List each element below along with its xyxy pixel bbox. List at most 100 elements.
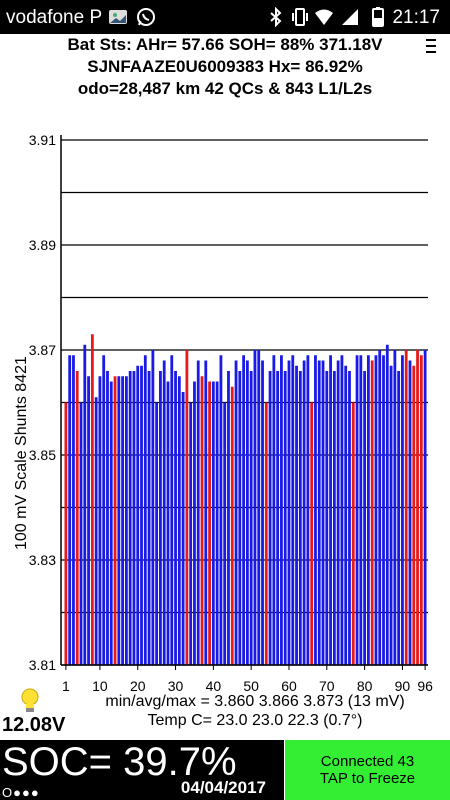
cell-bar xyxy=(219,355,223,665)
cell-bar xyxy=(419,355,423,665)
cell-bar xyxy=(113,376,117,665)
min-avg-max-line: min/avg/max = 3.860 3.866 3.873 (13 mV) xyxy=(105,693,405,710)
temperature-line: Temp C= 23.0 23.0 22.3 (0.7°) xyxy=(147,712,363,729)
cell-bar xyxy=(261,360,264,665)
connection-status: Connected 43 xyxy=(320,753,415,770)
cell-bar xyxy=(75,371,79,665)
cell-bar xyxy=(253,350,257,665)
bluetooth-icon xyxy=(270,7,282,27)
cell-bar xyxy=(385,344,389,665)
cell-bar xyxy=(223,402,227,665)
clock: 21:17 xyxy=(392,7,440,28)
date-label: 04/04/2017 xyxy=(180,778,266,797)
y-tick-label: 3.81 xyxy=(29,657,56,673)
cell-bar xyxy=(329,355,332,665)
cell-bar xyxy=(181,392,185,665)
x-tick-label: 50 xyxy=(243,678,259,694)
cell-bar xyxy=(204,360,208,665)
cell-bar xyxy=(423,350,427,665)
status-bar: vodafone P 21:17 xyxy=(0,0,450,34)
whatsapp-icon xyxy=(137,8,155,26)
cell-bar xyxy=(234,360,238,665)
y-tick-label: 3.83 xyxy=(29,552,56,568)
cell-bar xyxy=(102,355,106,665)
cell-bar xyxy=(325,371,329,665)
cell-bar xyxy=(408,360,412,665)
cell-bar xyxy=(314,355,317,665)
cell-bar xyxy=(147,371,151,665)
cell-bar xyxy=(382,355,385,665)
gallery-icon xyxy=(109,10,127,24)
cell-bar xyxy=(359,355,363,665)
freeze-hint: TAP to Freeze xyxy=(319,770,416,787)
cell-voltage-chart[interactable]: 3.91 3.89 3.87 3.85 3.83 3.81 1 10 20 30 40 50 60 70 8… xyxy=(0,0,450,700)
cell-bar xyxy=(109,381,113,665)
wifi-icon xyxy=(315,9,333,25)
cell-bar xyxy=(366,355,370,665)
cell-bar xyxy=(128,371,132,665)
cell-bar xyxy=(272,355,276,665)
cell-bar xyxy=(185,350,189,665)
cell-bar xyxy=(106,371,109,665)
cell-bar xyxy=(64,402,68,665)
cell-bar xyxy=(211,381,215,665)
menu-icon[interactable] xyxy=(424,38,438,54)
connection-freeze-button[interactable]: Connected 43 TAP to Freeze xyxy=(285,740,450,800)
cell-bar xyxy=(117,376,121,665)
x-tick-label: 80 xyxy=(357,678,373,694)
cell-bar xyxy=(159,371,162,665)
lightbulb-icon xyxy=(21,688,39,712)
cell-bar xyxy=(393,350,397,665)
cell-bar xyxy=(245,360,249,665)
cell-bar xyxy=(397,371,401,665)
cell-bar xyxy=(257,350,261,665)
cell-bar xyxy=(351,402,355,665)
cell-bar xyxy=(121,376,125,665)
soc-panel: SOC= 39.7% O●●● 04/04/2017 xyxy=(0,740,284,800)
x-tick-label: 1 xyxy=(62,678,70,694)
cell-bar xyxy=(416,350,419,665)
cell-bar xyxy=(370,360,374,665)
y-tick-label: 3.91 xyxy=(29,132,56,148)
cell-bar xyxy=(140,365,143,665)
cell-bar xyxy=(72,355,75,665)
cell-bar xyxy=(344,365,348,665)
cell-bar xyxy=(162,360,166,665)
odometer-line: odo=28,487 km 42 QCs & 843 L1/L2s xyxy=(77,79,373,98)
cell-bar xyxy=(310,402,314,665)
cell-bar xyxy=(302,360,306,665)
y-tick-label: 3.89 xyxy=(29,237,56,253)
cell-bar xyxy=(287,360,291,665)
cell-bar xyxy=(98,376,102,665)
cell-bar xyxy=(87,376,90,665)
cell-bar xyxy=(363,371,367,665)
y-tick-label: 3.87 xyxy=(29,342,56,358)
cell-bar xyxy=(404,350,408,665)
cell-bar xyxy=(355,355,359,665)
cell-bar xyxy=(249,371,253,665)
cell-bar xyxy=(83,344,87,665)
carrier-name: vodafone P xyxy=(6,7,103,28)
y-tick-label: 3.85 xyxy=(29,447,56,463)
cell-bar xyxy=(90,334,94,665)
accessory-battery-voltage: 12.08V xyxy=(2,714,66,736)
x-tick-label: 30 xyxy=(168,678,184,694)
cell-bar xyxy=(174,371,177,665)
battery-icon xyxy=(372,7,384,27)
cell-bar xyxy=(177,376,181,665)
x-tick-label: 40 xyxy=(206,678,222,694)
battery-status-line: Bat Sts: AHr= 57.66 SOH= 88% 371.18V xyxy=(67,35,383,54)
x-tick-label: 70 xyxy=(319,678,335,694)
cell-bar xyxy=(94,397,98,665)
cell-bar xyxy=(132,371,136,665)
x-tick-label: 96 xyxy=(417,678,433,694)
cell-bar xyxy=(208,381,211,665)
cell-bar xyxy=(283,371,287,665)
cell-bar xyxy=(124,376,128,665)
cell-bar xyxy=(166,381,170,665)
cell-bar xyxy=(151,350,155,665)
cell-bar xyxy=(306,355,310,665)
cell-bar xyxy=(378,350,382,665)
cell-bar xyxy=(264,402,268,665)
cell-bar xyxy=(340,355,344,665)
